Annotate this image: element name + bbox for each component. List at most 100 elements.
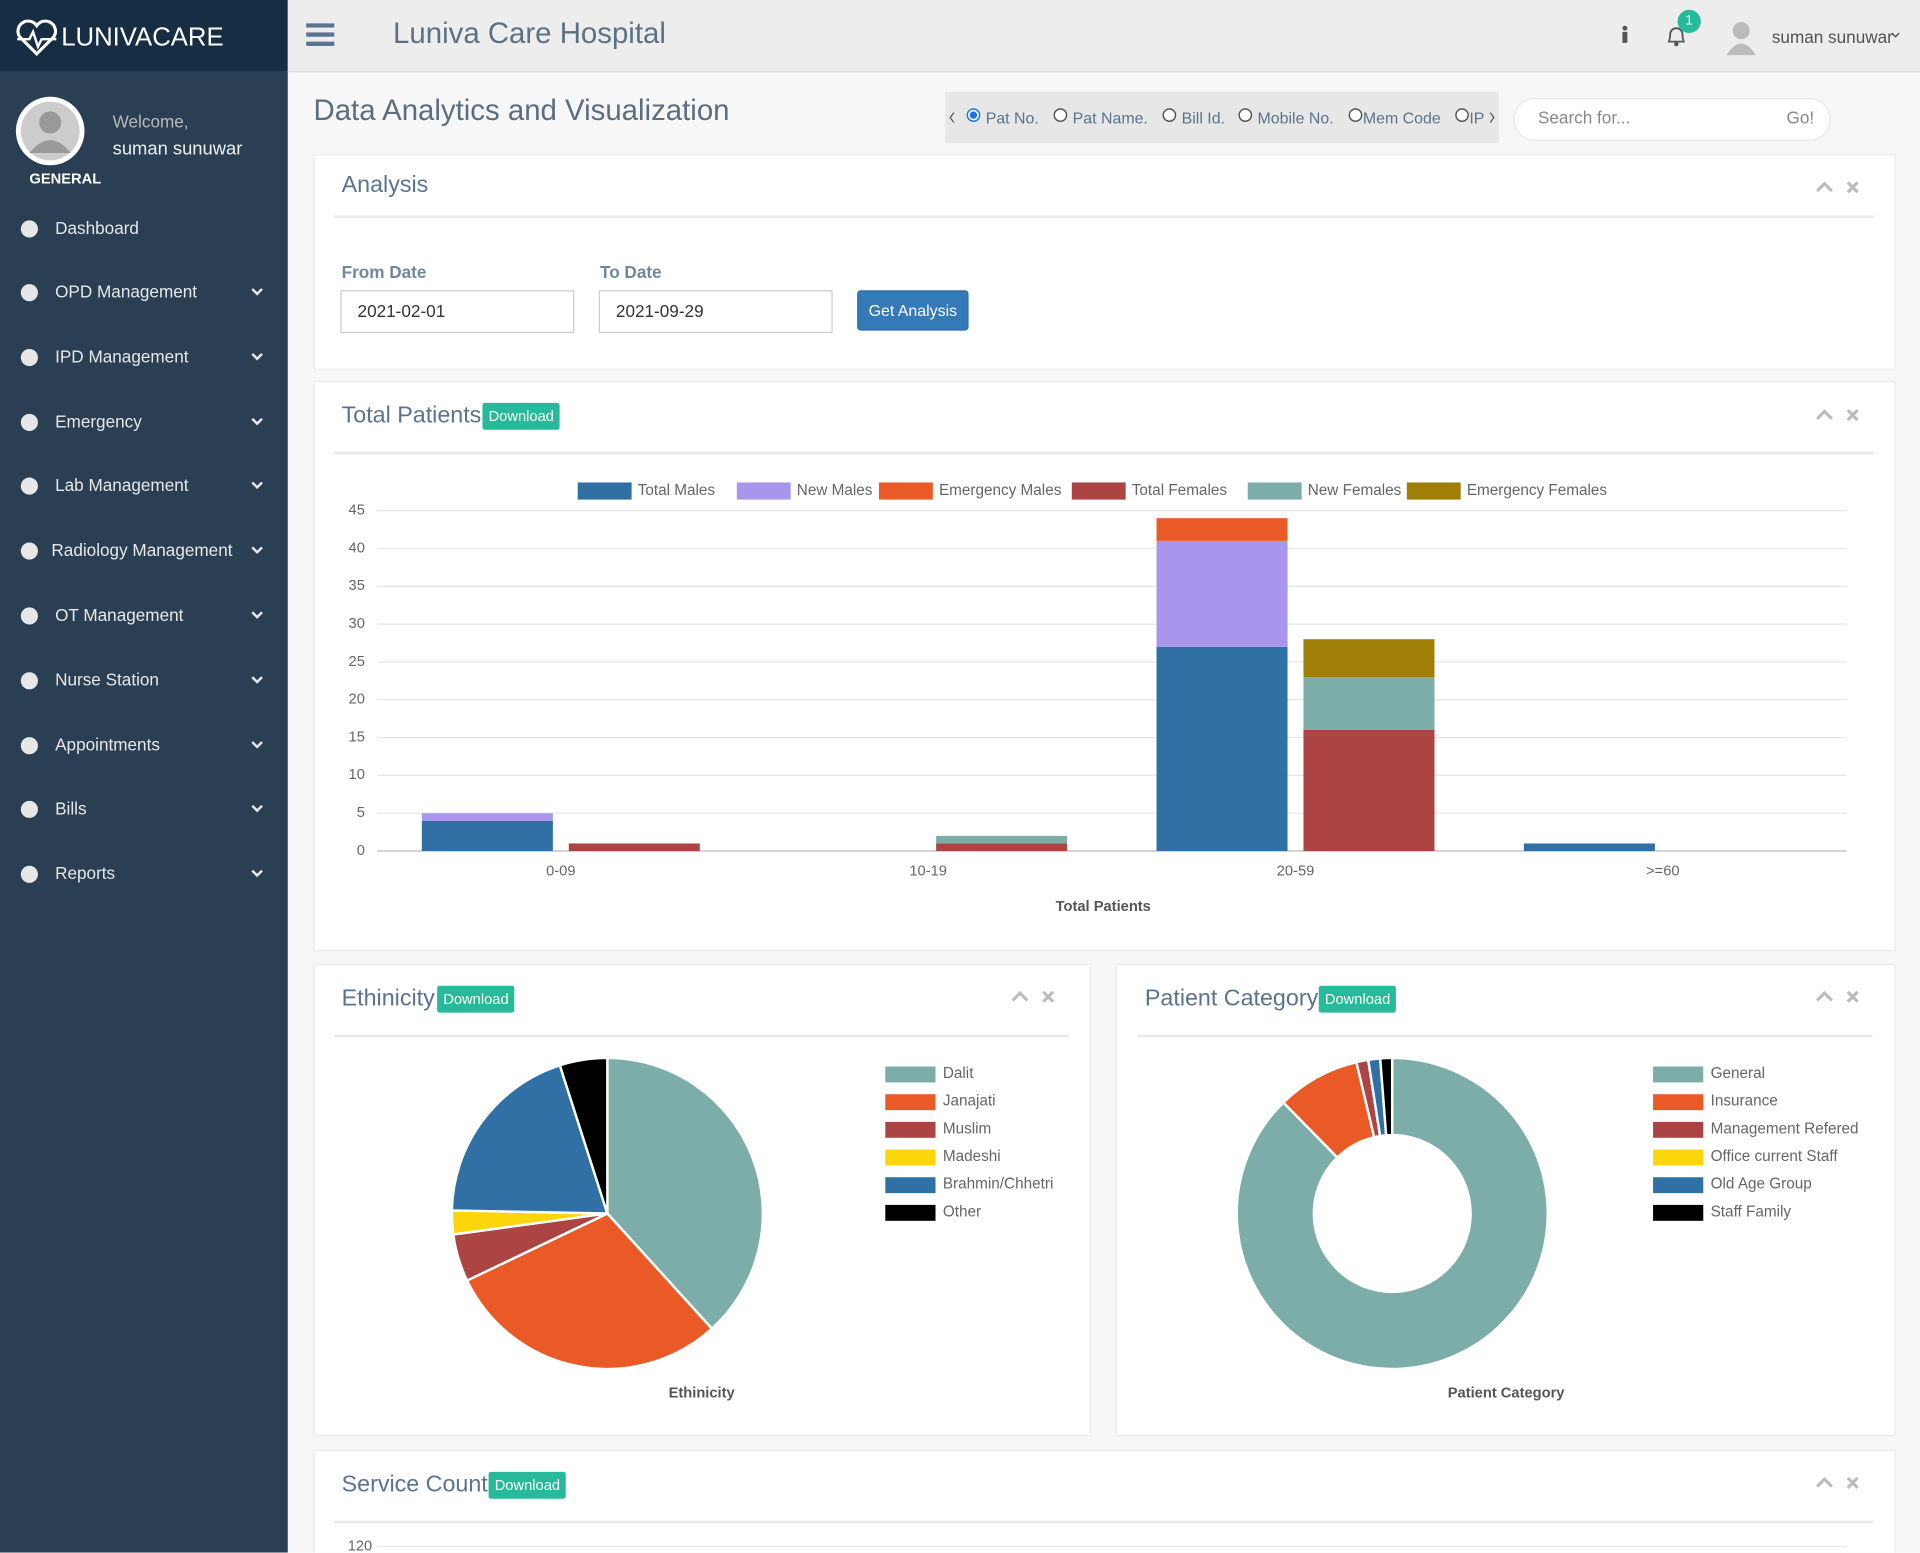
bar (1156, 540, 1288, 647)
menu-icon (20, 672, 38, 690)
download-button[interactable]: Download (1318, 985, 1397, 1013)
y-tick-label: 20 (349, 692, 365, 708)
y-tick-label: 120 (348, 1538, 373, 1552)
legend-label: New Males (797, 482, 873, 499)
legend-swatch (885, 1066, 936, 1083)
chevron (251, 353, 263, 361)
legend-label: Muslim (943, 1120, 991, 1137)
legend-label: Dalit (943, 1065, 974, 1082)
menu-item[interactable]: Dashboard (55, 217, 139, 238)
slice (450, 1063, 610, 1215)
search-box[interactable] (1513, 97, 1831, 141)
search-option[interactable]: Mobile No. (1257, 108, 1334, 128)
download-button[interactable]: Download (482, 402, 561, 430)
bar (1156, 518, 1288, 541)
x-tick-label: 0-09 (546, 864, 575, 880)
legend-swatch (1247, 482, 1302, 500)
get-analysis-button[interactable]: Get Analysis (857, 290, 969, 331)
menu-item[interactable]: Bills (55, 798, 87, 818)
legend-label: Madeshi (943, 1148, 1001, 1165)
legend-swatch (577, 482, 632, 500)
search-option[interactable]: Pat Name. (1072, 108, 1148, 128)
slice (606, 1056, 765, 1331)
divider (334, 1034, 1069, 1038)
bar (1523, 843, 1655, 852)
bar (568, 843, 700, 852)
legend-swatch (1653, 1204, 1704, 1221)
header-user[interactable]: suman sunuwar (1771, 26, 1893, 47)
menu-item[interactable]: Reports (55, 863, 116, 883)
from-label: From Date (341, 262, 427, 282)
bar (1303, 677, 1435, 730)
search-option[interactable]: IP (1469, 108, 1485, 128)
menu-item[interactable]: OT Management (55, 604, 184, 625)
panel-title: Patient Category (1144, 985, 1319, 1012)
radio (1348, 108, 1363, 122)
collapse-icon (1011, 990, 1029, 1002)
menu-item[interactable]: Radiology Management (51, 540, 233, 560)
collapse-icon (1816, 181, 1833, 193)
menu-icon (20, 220, 38, 238)
collapse-icon (1816, 990, 1833, 1002)
divider (334, 1520, 1874, 1524)
collapse-icon (1816, 409, 1833, 420)
radio (1238, 108, 1253, 122)
menu-item[interactable]: IPD Management (55, 346, 189, 367)
radio-dot (969, 111, 978, 119)
legend-label: Old Age Group (1711, 1176, 1812, 1193)
menu-item[interactable]: Nurse Station (55, 669, 159, 690)
slice (1378, 1056, 1394, 1137)
menu-item[interactable]: Appointments (55, 734, 160, 755)
hospital-title: Luniva Care Hospital (393, 17, 666, 51)
menu-toggle[interactable] (306, 23, 335, 46)
info-icon[interactable] (1619, 24, 1631, 44)
scroll-left (949, 112, 955, 123)
bell-icon[interactable] (1665, 23, 1687, 47)
legend-label: Total Females (1132, 482, 1228, 499)
to-input[interactable]: 2021-09-29 (598, 290, 833, 334)
brand: LUNIVACARE (61, 23, 224, 52)
notification-badge[interactable]: 1 (1677, 9, 1701, 34)
y-tick-label: 40 (349, 540, 365, 556)
menu-icon (20, 865, 38, 883)
search-option[interactable]: Bill Id. (1181, 108, 1225, 128)
chevron (251, 417, 263, 426)
legend-swatch (885, 1121, 936, 1138)
chevron (251, 546, 263, 554)
divider (1137, 1034, 1873, 1038)
close-icon (1846, 181, 1859, 194)
menu-icon (20, 413, 38, 432)
divider (334, 215, 1874, 218)
radio (1455, 108, 1469, 122)
legend-label: Other (943, 1203, 981, 1220)
menu-item[interactable]: Lab Management (55, 475, 189, 495)
legend-label: Emergency Females (1467, 482, 1608, 499)
legend-swatch (885, 1177, 936, 1194)
menu-item[interactable]: OPD Management (55, 281, 198, 302)
menu-icon (20, 348, 38, 367)
avatar (15, 96, 85, 166)
from-input[interactable]: 2021-02-01 (340, 290, 575, 334)
legend-swatch (1653, 1094, 1704, 1111)
menu-item[interactable]: Emergency (55, 411, 142, 432)
sidebar-user: suman sunuwar (112, 138, 243, 160)
download-button[interactable]: Download (488, 1471, 567, 1499)
y-tick-label: 10 (349, 767, 365, 783)
search-option[interactable]: Mem Code (1362, 108, 1441, 128)
radio (1162, 108, 1177, 122)
role: GENERAL (29, 170, 102, 188)
search-option[interactable]: Pat No. (985, 108, 1039, 128)
legend-label: Emergency Males (939, 482, 1062, 499)
legend-swatch (1653, 1121, 1704, 1138)
service-panel (313, 1449, 1896, 1553)
search-button[interactable]: Go! (1786, 107, 1815, 128)
chevron (251, 804, 263, 813)
search-options (945, 91, 1499, 144)
menu-icon (20, 607, 38, 625)
legend-swatch (1406, 482, 1461, 500)
download-button[interactable]: Download (437, 985, 515, 1013)
user-avatar (1726, 22, 1756, 56)
bar (1303, 639, 1435, 678)
